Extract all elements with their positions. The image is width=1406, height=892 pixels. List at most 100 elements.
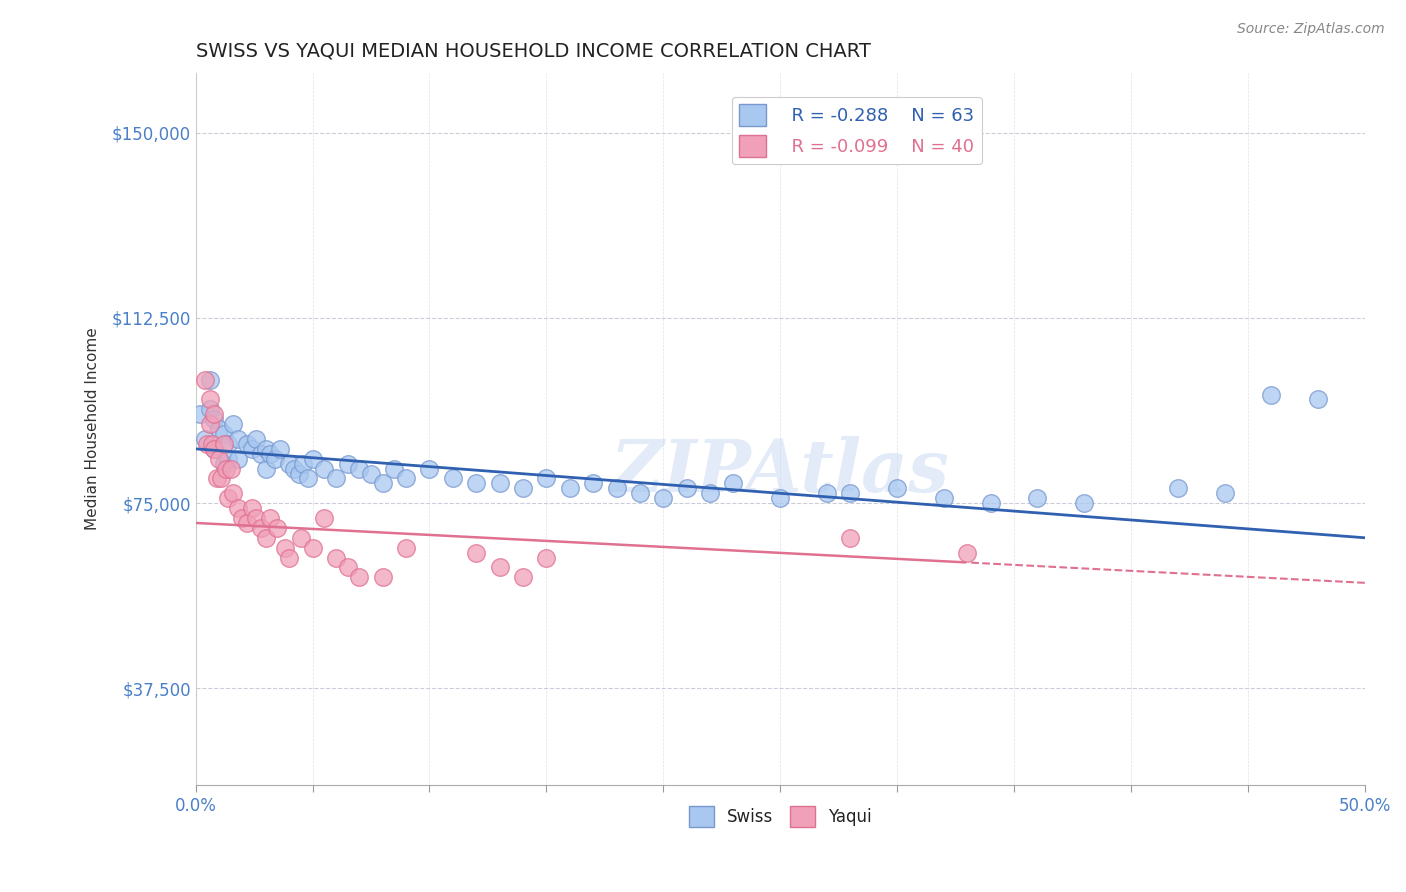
Point	[769, 491, 792, 506]
Point	[1213, 486, 1236, 500]
Point	[194, 373, 217, 387]
Point	[1306, 392, 1329, 407]
Point	[208, 451, 231, 466]
Point	[208, 422, 231, 436]
Point	[236, 437, 259, 451]
Point	[231, 511, 253, 525]
Point	[956, 545, 979, 559]
Point	[222, 417, 245, 432]
Point	[652, 491, 675, 506]
Point	[202, 442, 225, 456]
Point	[287, 467, 309, 481]
Point	[250, 521, 273, 535]
Point	[886, 481, 908, 495]
Point	[371, 476, 394, 491]
Point	[1260, 387, 1282, 401]
Point	[269, 442, 291, 456]
Point	[245, 432, 267, 446]
Point	[512, 481, 534, 495]
Point	[188, 407, 211, 421]
Legend:   R = -0.288    N = 63,   R = -0.099    N = 40: R = -0.288 N = 63, R = -0.099 N = 40	[731, 96, 981, 164]
Point	[418, 461, 440, 475]
Point	[932, 491, 955, 506]
Point	[325, 471, 347, 485]
Point	[212, 427, 235, 442]
Point	[371, 570, 394, 584]
Point	[675, 481, 697, 495]
Point	[202, 407, 225, 421]
Point	[198, 373, 221, 387]
Point	[290, 531, 312, 545]
Point	[488, 476, 510, 491]
Point	[215, 461, 238, 475]
Point	[839, 531, 862, 545]
Point	[314, 511, 336, 525]
Point	[336, 560, 359, 574]
Point	[198, 402, 221, 417]
Point	[201, 437, 224, 451]
Point	[194, 432, 217, 446]
Text: Source: ZipAtlas.com: Source: ZipAtlas.com	[1237, 22, 1385, 37]
Point	[283, 461, 305, 475]
Point	[202, 442, 225, 456]
Text: ZIPAtlas: ZIPAtlas	[610, 436, 949, 508]
Point	[465, 476, 488, 491]
Point	[212, 457, 235, 471]
Point	[226, 501, 249, 516]
Point	[1073, 496, 1095, 510]
Point	[536, 471, 558, 485]
Point	[198, 417, 221, 432]
Point	[395, 471, 418, 485]
Point	[254, 461, 277, 475]
Point	[195, 437, 218, 451]
Point	[209, 471, 232, 485]
Point	[250, 447, 273, 461]
Point	[273, 541, 295, 555]
Point	[699, 486, 721, 500]
Point	[259, 511, 281, 525]
Point	[240, 501, 263, 516]
Point	[512, 570, 534, 584]
Point	[245, 511, 267, 525]
Point	[217, 437, 239, 451]
Point	[606, 481, 628, 495]
Text: SWISS VS YAQUI MEDIAN HOUSEHOLD INCOME CORRELATION CHART: SWISS VS YAQUI MEDIAN HOUSEHOLD INCOME C…	[195, 42, 870, 61]
Point	[297, 471, 319, 485]
Point	[301, 451, 323, 466]
Point	[839, 486, 862, 500]
Point	[815, 486, 838, 500]
Point	[628, 486, 651, 500]
Point	[212, 437, 235, 451]
Point	[301, 541, 323, 555]
Point	[254, 531, 277, 545]
Point	[465, 545, 488, 559]
Point	[980, 496, 1002, 510]
Point	[1167, 481, 1189, 495]
Point	[240, 442, 263, 456]
Point	[278, 550, 301, 565]
Point	[202, 412, 225, 426]
Point	[488, 560, 510, 574]
Point	[349, 570, 371, 584]
Point	[226, 451, 249, 466]
Point	[222, 486, 245, 500]
Point	[217, 451, 239, 466]
Point	[384, 461, 406, 475]
Point	[558, 481, 581, 495]
Point	[723, 476, 745, 491]
Point	[336, 457, 359, 471]
Point	[259, 447, 281, 461]
Point	[219, 461, 242, 475]
Point	[536, 550, 558, 565]
Point	[325, 550, 347, 565]
Y-axis label: Median Household Income: Median Household Income	[86, 327, 100, 531]
Point	[266, 521, 288, 535]
Point	[254, 442, 277, 456]
Point	[349, 461, 371, 475]
Point	[582, 476, 605, 491]
Point	[1026, 491, 1049, 506]
Point	[314, 461, 336, 475]
Point	[395, 541, 418, 555]
Point	[441, 471, 464, 485]
Point	[217, 491, 239, 506]
